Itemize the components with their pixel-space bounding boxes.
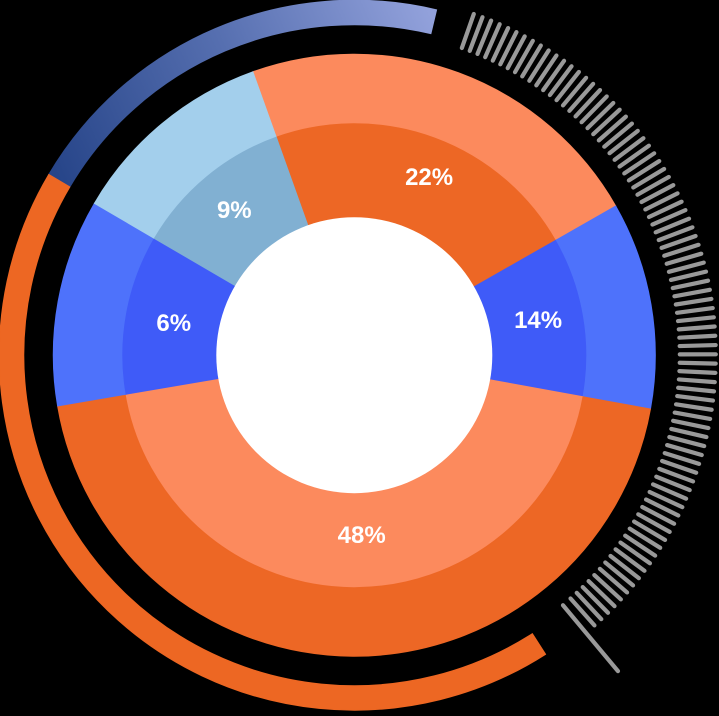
svg-text:6%: 6% — [156, 310, 191, 337]
svg-text:22%: 22% — [405, 164, 453, 191]
svg-text:48%: 48% — [338, 522, 386, 549]
svg-text:9%: 9% — [217, 197, 252, 224]
svg-text:14%: 14% — [514, 307, 562, 334]
